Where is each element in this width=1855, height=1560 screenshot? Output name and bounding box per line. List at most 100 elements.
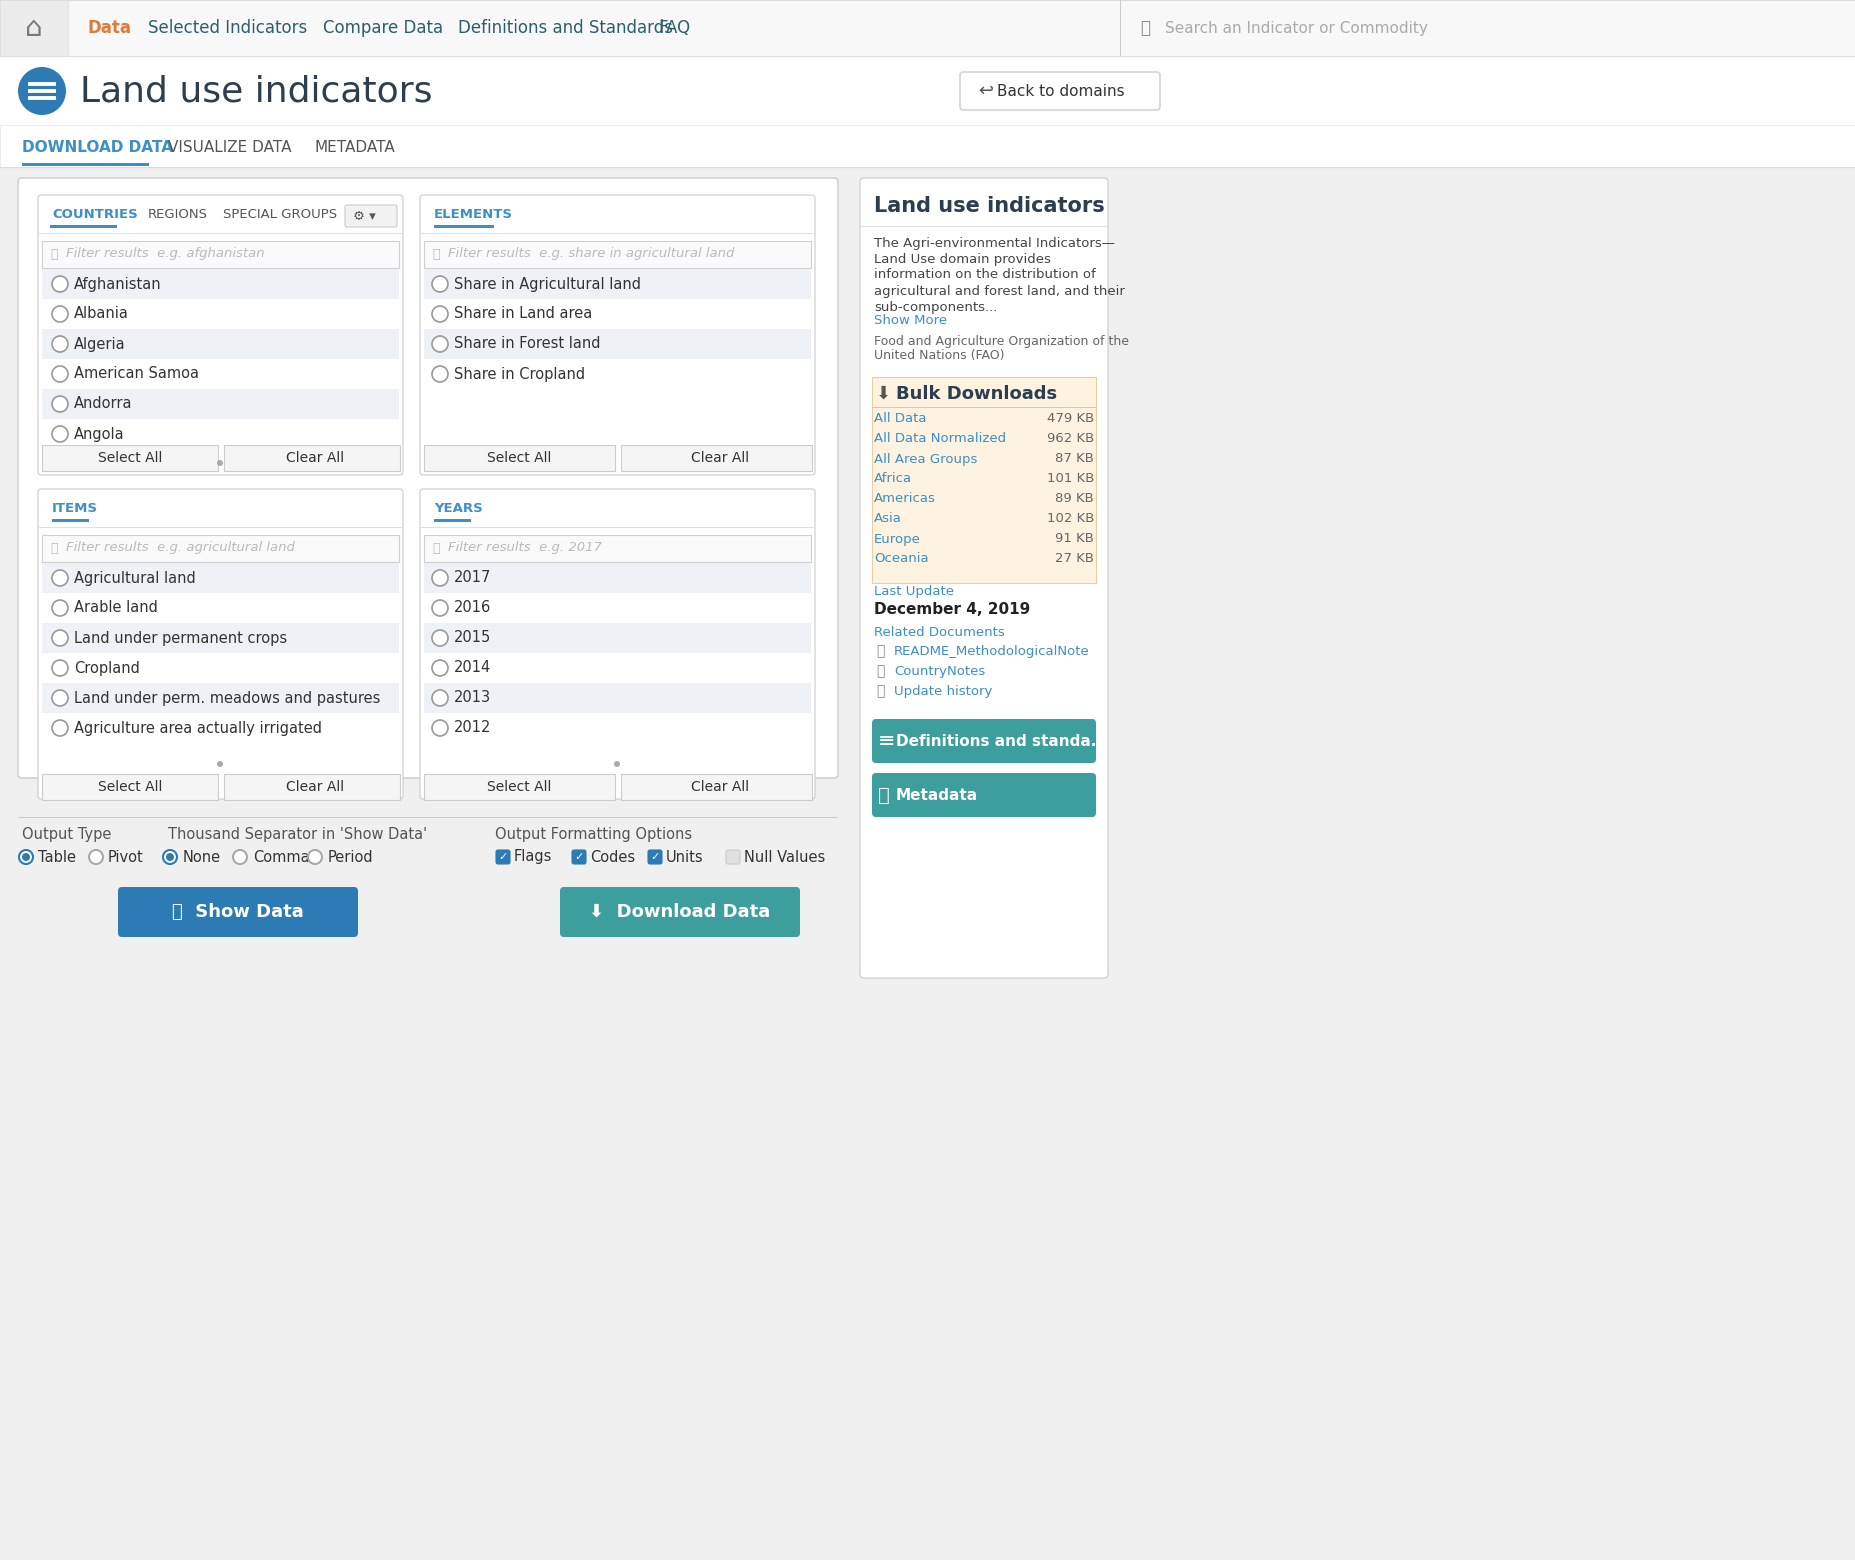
Text: Share in Agricultural land: Share in Agricultural land	[454, 276, 640, 292]
Text: 27 KB: 27 KB	[1054, 552, 1093, 566]
Text: 962 KB: 962 KB	[1046, 432, 1093, 446]
Bar	[434, 225, 493, 228]
FancyBboxPatch shape	[119, 888, 358, 938]
Circle shape	[52, 335, 69, 353]
Text: Codes: Codes	[590, 850, 634, 864]
Circle shape	[234, 850, 247, 864]
Text: Afghanistan: Afghanistan	[74, 276, 161, 292]
Text: Definitions and Standards: Definitions and Standards	[458, 19, 673, 37]
Circle shape	[19, 67, 67, 115]
Bar	[621, 445, 812, 471]
Text: Back to domains: Back to domains	[996, 84, 1124, 98]
Bar	[423, 563, 811, 593]
Text: December 4, 2019: December 4, 2019	[874, 602, 1030, 616]
Bar	[0, 0, 1855, 56]
Text: information on the distribution of: information on the distribution of	[874, 268, 1094, 281]
Text: Europe: Europe	[874, 532, 920, 546]
Circle shape	[432, 367, 447, 382]
Bar	[423, 535, 811, 562]
Text: agricultural and forest land, and their: agricultural and forest land, and their	[874, 284, 1124, 298]
Text: 🔍: 🔍	[50, 248, 58, 261]
Text: Select All: Select All	[486, 451, 551, 465]
Bar	[50, 225, 117, 228]
Text: ⌂: ⌂	[26, 14, 43, 42]
FancyBboxPatch shape	[571, 850, 586, 864]
Text: Clear All: Clear All	[286, 780, 343, 794]
FancyBboxPatch shape	[419, 195, 814, 474]
Text: Share in Land area: Share in Land area	[454, 306, 592, 321]
Circle shape	[432, 569, 447, 587]
Text: Land under permanent crops: Land under permanent crops	[74, 630, 288, 646]
Circle shape	[432, 630, 447, 646]
Bar	[43, 445, 217, 471]
Text: Agricultural land: Agricultural land	[74, 571, 195, 585]
Text: All Data: All Data	[874, 412, 926, 426]
FancyBboxPatch shape	[647, 850, 662, 864]
Text: 102 KB: 102 KB	[1046, 513, 1093, 526]
Text: 📄: 📄	[876, 683, 883, 697]
Bar	[224, 445, 401, 471]
Text: Null Values: Null Values	[744, 850, 825, 864]
Text: 91 KB: 91 KB	[1054, 532, 1093, 546]
Bar	[423, 240, 811, 268]
Text: Search an Indicator or Commodity: Search an Indicator or Commodity	[1165, 20, 1426, 36]
Text: 🔍: 🔍	[1139, 19, 1150, 37]
Text: Clear All: Clear All	[690, 780, 749, 794]
Text: Table: Table	[37, 850, 76, 864]
Text: 🔍: 🔍	[432, 541, 440, 554]
Text: Metadata: Metadata	[896, 788, 978, 802]
Text: Arable land: Arable land	[74, 601, 158, 616]
Text: Definitions and standa...: Definitions and standa...	[896, 733, 1107, 749]
Text: Algeria: Algeria	[74, 337, 126, 351]
Text: ✓: ✓	[497, 852, 508, 863]
Bar	[43, 268, 399, 300]
Text: FAQ: FAQ	[659, 19, 690, 37]
Circle shape	[432, 601, 447, 616]
FancyBboxPatch shape	[560, 888, 800, 938]
Circle shape	[432, 721, 447, 736]
FancyBboxPatch shape	[725, 850, 740, 864]
Bar	[43, 683, 399, 713]
FancyBboxPatch shape	[345, 204, 397, 228]
Text: 479 KB: 479 KB	[1046, 412, 1093, 426]
Text: ✓: ✓	[573, 852, 582, 863]
Bar	[0, 125, 1855, 168]
Text: ↩: ↩	[978, 83, 992, 100]
Text: Related Documents: Related Documents	[874, 627, 1004, 640]
Text: Units: Units	[666, 850, 703, 864]
Text: CountryNotes: CountryNotes	[894, 665, 985, 677]
Bar	[423, 268, 811, 300]
Circle shape	[52, 569, 69, 587]
Text: 2012: 2012	[454, 721, 492, 735]
Text: The Agri-environmental Indicators—: The Agri-environmental Indicators—	[874, 237, 1115, 250]
FancyBboxPatch shape	[419, 488, 814, 799]
Text: Update history: Update history	[894, 685, 992, 697]
Text: Oceania: Oceania	[874, 552, 928, 566]
Bar	[0, 0, 69, 56]
Bar	[872, 378, 1096, 583]
Text: Filter results  e.g. 2017: Filter results e.g. 2017	[447, 541, 601, 554]
FancyBboxPatch shape	[859, 178, 1107, 978]
Circle shape	[217, 460, 223, 466]
Text: Albania: Albania	[74, 306, 128, 321]
Text: All Area Groups: All Area Groups	[874, 452, 978, 465]
Text: ≡: ≡	[877, 732, 894, 750]
Bar	[434, 519, 471, 521]
Text: Asia: Asia	[874, 513, 902, 526]
Text: ELEMENTS: ELEMENTS	[434, 209, 512, 222]
Bar	[423, 683, 811, 713]
Circle shape	[165, 853, 174, 861]
Text: ITEMS: ITEMS	[52, 502, 98, 515]
Bar	[621, 774, 812, 800]
Bar	[0, 168, 1855, 1560]
Bar	[423, 622, 811, 654]
Bar	[43, 622, 399, 654]
Text: DOWNLOAD DATA: DOWNLOAD DATA	[22, 139, 173, 154]
Text: Show More: Show More	[874, 315, 946, 328]
Text: ⓘ: ⓘ	[877, 786, 889, 805]
Bar	[43, 240, 399, 268]
Text: All Data Normalized: All Data Normalized	[874, 432, 1005, 446]
Text: Selected Indicators: Selected Indicators	[148, 19, 308, 37]
Text: REGIONS: REGIONS	[148, 209, 208, 222]
FancyBboxPatch shape	[495, 850, 510, 864]
